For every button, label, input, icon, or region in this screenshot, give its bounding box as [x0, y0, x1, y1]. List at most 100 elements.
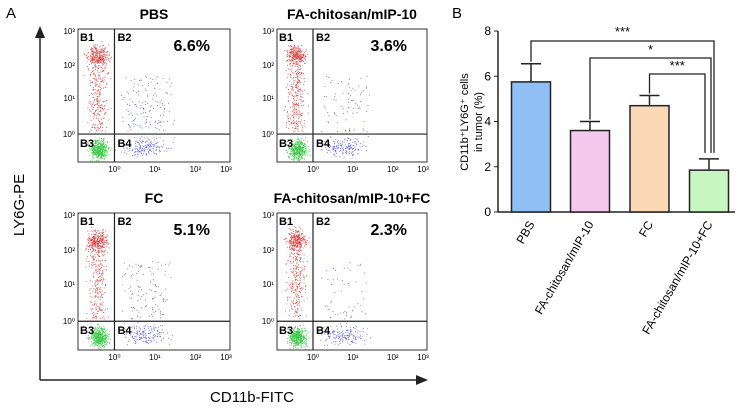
significance-bracket: [530, 40, 715, 153]
x-tick-label: FA-chitosan/mIP-10+FC: [639, 218, 715, 336]
y-tick-label: 10²: [262, 246, 274, 255]
dots-b1: [83, 40, 112, 133]
dots-b1: [283, 226, 311, 320]
y-tick-label: 10¹: [63, 280, 75, 289]
y-tick-label: 10²: [63, 246, 75, 255]
b2-percent: 5.1%: [174, 222, 210, 239]
dots-b3: [287, 324, 313, 350]
quadrant-label-b2: B2: [316, 216, 330, 228]
dots-b2: [321, 75, 371, 133]
y-tick-label: 10⁰: [262, 317, 274, 326]
y-tick-label: 6: [484, 69, 491, 83]
b2-percent: 6.6%: [174, 38, 210, 55]
significance-label: ***: [670, 58, 685, 73]
x-axis-label: CD11b-FITC: [210, 389, 294, 406]
x-arrowhead-icon: [416, 375, 428, 385]
panel-title: FA-chitosan/mIP-10+FC: [274, 190, 431, 206]
quadrant-label-b4: B4: [316, 325, 331, 337]
flow-panel-1: FA-chitosan/mIP-10 B1 B2 B3 B4 3.6% 10⁰ 10¹ 10² 1…: [262, 6, 429, 174]
b2-percent: 2.3%: [371, 222, 407, 239]
x-tick-label: 10⁰: [108, 353, 120, 362]
bar-1: [569, 129, 611, 213]
quadrant-label-b1: B1: [80, 32, 94, 44]
dots-b3: [286, 136, 311, 162]
x-tick-label: FC: [636, 218, 656, 239]
bar-0: [510, 81, 552, 213]
y-tick-label: 10⁰: [262, 130, 274, 139]
y-tick-label: 10²: [63, 61, 75, 70]
x-tick-label: FA-chitosan/mIP-10: [532, 218, 597, 317]
x-tick-label: 10²: [387, 165, 399, 174]
x-tick-label: 10²: [387, 353, 399, 362]
y-tick-label: 0: [484, 205, 491, 219]
plot-frame: [77, 212, 231, 351]
quadrant-label-b3: B3: [80, 138, 94, 150]
quadrant-label-b4: B4: [316, 138, 331, 150]
y-tick-label: 2: [484, 160, 491, 174]
panel-label-b: B: [452, 5, 462, 22]
y-tick-label: 10¹: [63, 94, 75, 103]
x-tick-label: 10³: [417, 353, 429, 362]
flow-panel-2: FC B1 B2 B3 B4 5.1% 10⁰ 10¹ 10² 10³ 10⁰ 10¹ 10² 10³: [63, 190, 232, 362]
x-tick-label: 10³: [417, 165, 429, 174]
y-tick-label: 10¹: [262, 280, 274, 289]
dots-b3: [86, 137, 112, 162]
y-tick-label: 10⁰: [63, 317, 75, 326]
dots-b1: [283, 44, 310, 133]
plot-frame: [276, 28, 428, 163]
panel-title: FA-chitosan/mIP-10: [287, 6, 417, 22]
y-tick-label: 4: [484, 115, 491, 129]
y-tick-label: 10³: [63, 27, 75, 36]
panel-title: FC: [145, 190, 164, 206]
flow-panel-3: FA-chitosan/mIP-10+FC B1 B2 B3 B4 2.3% 10⁰ 10¹ 1…: [262, 190, 430, 362]
y-tick-label: 10²: [262, 61, 274, 70]
y-axis-label: LY6G-PE: [11, 174, 28, 236]
dots-b4: [318, 323, 372, 346]
significance-bracket: [648, 73, 706, 153]
dots-b1: [85, 227, 110, 320]
x-tick-label: 10¹: [347, 165, 359, 174]
bar-2: [629, 104, 670, 213]
plot-frame: [77, 28, 231, 163]
dots-b4: [113, 136, 175, 157]
quadrant-label-b3: B3: [80, 325, 94, 337]
x-tick-label: 10²: [190, 353, 202, 362]
x-tick-label: 10¹: [149, 165, 161, 174]
significance-label: ***: [615, 24, 630, 39]
quadrant-label-b1: B1: [279, 216, 293, 228]
dots-b4: [114, 322, 174, 346]
dots-b2: [321, 262, 367, 320]
quadrant-label-b1: B1: [279, 32, 293, 44]
y-tick-label: 8: [484, 24, 491, 38]
x-tick-label: 10³: [220, 165, 232, 174]
panel-label-a: A: [6, 5, 16, 22]
b2-percent: 3.6%: [371, 38, 407, 55]
dots-b2: [120, 75, 175, 132]
x-tick-label: 10⁰: [307, 165, 319, 174]
quadrant-label-b2: B2: [117, 32, 131, 44]
bar-3: [688, 169, 730, 213]
quadrant-label-b3: B3: [279, 325, 293, 337]
y-tick-label: 10³: [63, 211, 75, 220]
quadrant-label-b3: B3: [279, 138, 293, 150]
quadrant-label-b2: B2: [316, 32, 330, 44]
x-tick-label: 10⁰: [307, 353, 319, 362]
dots-b2: [122, 261, 172, 320]
bar-y-label-line1: CD11b⁺LY6G⁺ cells: [459, 73, 471, 171]
quadrant-label-b4: B4: [117, 138, 132, 150]
dots-b3: [86, 323, 111, 350]
flow-panel-0: PBS B1 B2 B3 B4 6.6% 10⁰ 10¹ 10² 10³ 10⁰ 10¹ 10² 10³: [63, 6, 232, 174]
x-tick-label: 10¹: [347, 353, 359, 362]
y-tick-label: 10³: [262, 27, 274, 36]
x-tick-label: PBS: [513, 219, 537, 247]
quadrant-label-b4: B4: [117, 325, 132, 337]
x-tick-label: 10⁰: [108, 165, 120, 174]
bar-y-label-line2: in tumor (%): [473, 92, 485, 152]
x-tick-label: 10¹: [149, 353, 161, 362]
panel-title: PBS: [140, 6, 169, 22]
plot-frame: [276, 212, 428, 351]
y-tick-label: 10⁰: [63, 130, 75, 139]
significance-label: *: [648, 42, 653, 57]
